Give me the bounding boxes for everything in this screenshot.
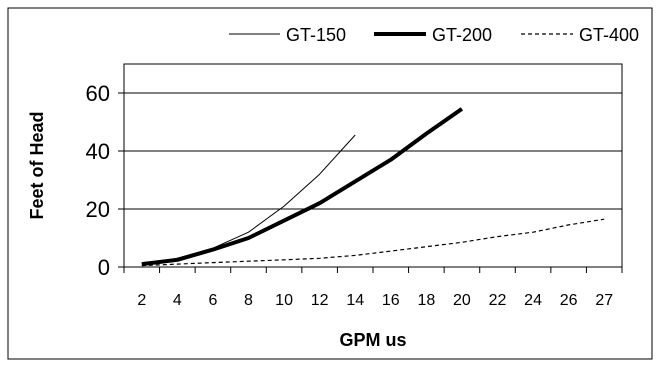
chart-frame [7,7,653,360]
x-tick-label: 10 [275,292,293,309]
x-axis: 2 4 6 8 10 12 14 16 18 20 22 24 26 27 [123,267,623,309]
legend-label-2: GT-200 [432,25,492,45]
x-tick-label: 4 [173,292,182,309]
gridlines [124,92,622,210]
x-tick-label: 18 [417,292,435,309]
x-tick-label: 27 [595,292,613,309]
y-axis-title: Feet of Head [27,111,47,219]
x-tick-label: 6 [208,292,217,309]
x-axis-title: GPM us [339,330,406,350]
legend-label-1: GT-150 [286,25,346,45]
y-tick-label: 0 [98,255,110,280]
series-lines [141,107,605,267]
x-tick-label: 2 [137,292,146,309]
x-tick-label: 20 [453,292,471,309]
x-tick-label: 16 [382,292,400,309]
series-line-3 [141,218,605,267]
x-tick-label: 24 [524,292,542,309]
x-tick-label: 14 [346,292,364,309]
x-tick-label: 26 [560,292,578,309]
x-tick-label: 22 [489,292,507,309]
series-line-2 [141,107,464,267]
x-tick-label: 12 [311,292,329,309]
y-tick-label: 40 [86,139,110,164]
x-tick-label: 8 [244,292,253,309]
y-tick-label: 20 [86,197,110,222]
legend-label-3: GT-400 [579,25,639,45]
legend: GT-150 GT-200 GT-400 [229,25,639,45]
y-tick-label: 60 [86,81,110,106]
y-axis: 0 20 40 60 [86,81,124,280]
